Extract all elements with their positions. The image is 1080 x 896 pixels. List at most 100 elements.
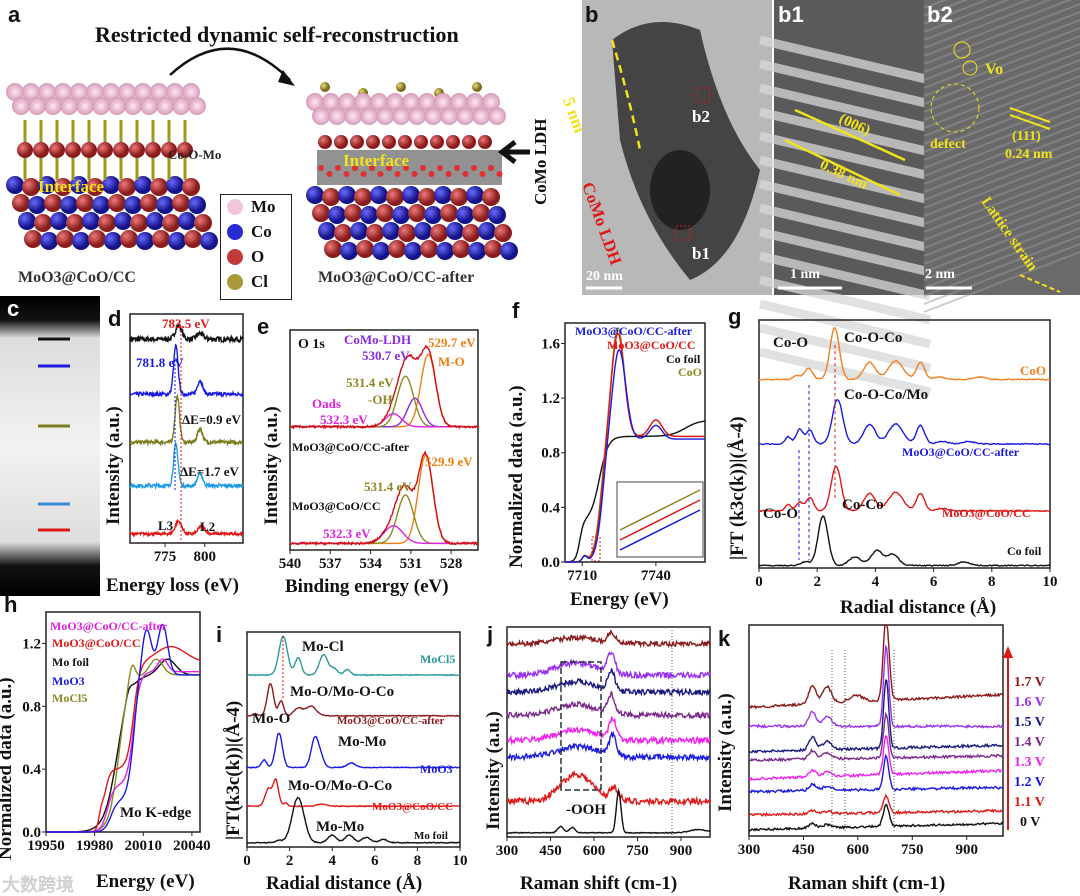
e-annotation-1: O 1s [298, 337, 325, 352]
bulk-atom [436, 242, 454, 260]
o-atom [33, 142, 49, 158]
e-xlabel: Binding energy (eV) [285, 576, 449, 597]
bulk-atom [344, 204, 362, 222]
o-atom [81, 142, 97, 158]
panel-label-b: b [585, 2, 599, 27]
mo-atom [102, 83, 120, 101]
o-atom [350, 135, 364, 149]
x-tick-label: 4 [328, 853, 336, 869]
series-line-k-7 [748, 804, 1004, 832]
panel-label-k: k [718, 626, 731, 651]
legend-box: Mo Co O Cl [220, 194, 292, 300]
x-tick-label: 0 [243, 853, 251, 869]
bulk-atom [424, 206, 442, 224]
j-dashed-box [560, 661, 602, 791]
i-annotation-10: Mo-Mo [316, 819, 365, 835]
series-line-d-2 [129, 393, 244, 447]
f-legend-after: MoO3@CoO/CC-after [575, 324, 693, 338]
mo-atom [344, 107, 362, 125]
mo-atom [338, 93, 356, 111]
mo-atom [306, 93, 324, 111]
o-atom [97, 142, 113, 158]
bulk-atom [338, 186, 356, 204]
plot-frame [45, 611, 201, 833]
ldh-atom [496, 171, 503, 177]
d-annotation-1: 783.5 eV [162, 316, 210, 331]
ldh-atom [462, 171, 469, 177]
region-b1-box [675, 225, 691, 241]
bulk-atom [34, 214, 52, 232]
e-annotation-7: -OH [368, 392, 393, 407]
bulk-atom [200, 232, 218, 250]
ldh-atom [411, 171, 418, 177]
lattice-fringe [923, 0, 1073, 57]
bulk-atom [182, 178, 200, 196]
bulk-atom [54, 178, 72, 196]
x-tick-label: 750 [626, 843, 649, 859]
i-ylabel: |FT(k3c(k))|(Å-4) [223, 700, 244, 840]
mo-atom-icon [227, 199, 243, 215]
lattice-fringe [923, 91, 1080, 153]
k-voltage-label: 1.2 V [1014, 775, 1045, 790]
lattice-fringe [923, 19, 1080, 81]
series-line-h-4 [46, 623, 200, 833]
plot-frame [129, 313, 244, 544]
bulk-atom [376, 204, 394, 222]
lattice-fringe [923, 59, 1080, 121]
bulk-atom [468, 242, 486, 260]
e-annotation-9: 532.3 eV [320, 412, 368, 427]
series-line-k-6 [748, 793, 1004, 817]
bulk-atom [488, 206, 506, 224]
chart-k: 300 450 600 750 900 [738, 624, 1004, 858]
lattice-fringe [758, 83, 932, 133]
ldh-atom [488, 165, 494, 171]
panel-label-h: h [4, 592, 18, 617]
mo-atom [6, 83, 24, 101]
bulk-atom [24, 230, 42, 248]
b2-defect: defect [930, 137, 966, 152]
o-atom [129, 142, 145, 158]
bulk-atom [194, 214, 212, 232]
lattice-fringe [758, 323, 932, 373]
i-annotation-2: MoCl5 [420, 652, 456, 666]
mo-atom [488, 107, 506, 125]
mo-atom [386, 93, 404, 111]
j-xlabel: Raman shift (cm-1) [520, 873, 678, 894]
e-annotation-14: 532.3 eV [323, 526, 371, 541]
d-xlabel: Energy loss (eV) [106, 575, 239, 596]
series-line-j-0 [506, 630, 711, 649]
series-line-d-0 [129, 323, 244, 344]
fringe-line [794, 108, 906, 162]
chart-i: 0 2 4 6 8 10 [243, 631, 468, 869]
schematic-before [6, 83, 218, 250]
series-line-j-3 [506, 691, 711, 720]
arrowhead-icon [1003, 646, 1013, 658]
e-annotation-8: Oads [312, 396, 341, 411]
bulk-atom [50, 212, 68, 230]
o-atom [430, 135, 444, 149]
bulk-atom [356, 240, 374, 258]
vacancy-circle [962, 60, 978, 76]
bulk-atom [108, 194, 126, 212]
f-ylabel: Normalized data (a.u.) [506, 385, 527, 568]
x-tick-label: 6 [930, 574, 938, 590]
series-line-d-1 [129, 343, 244, 398]
series-line-k-1 [748, 644, 1004, 729]
h-xlabel: Energy (eV) [96, 871, 195, 892]
series-line-k-0 [748, 624, 1004, 710]
b2-vacancy: Vo [985, 61, 1004, 78]
bulk-atom [172, 194, 190, 212]
series-line-k-3 [748, 711, 1004, 763]
o-atom [462, 135, 476, 149]
g-annotation-4: Co-O-Co/Mo [844, 387, 929, 403]
o-atom [446, 135, 460, 149]
lattice-fringe [758, 203, 932, 253]
k-voltage-label: 0 V [1020, 815, 1041, 830]
bulk-atom [166, 176, 184, 194]
caption-left: MoO3@CoO/CC [18, 269, 136, 286]
g-annotation-9: Co foil [1007, 544, 1042, 558]
d-annotation-5: L3 [158, 518, 174, 533]
ldh-atom [360, 171, 367, 177]
o-atom [65, 142, 81, 158]
series-line-d-3 [129, 441, 244, 491]
